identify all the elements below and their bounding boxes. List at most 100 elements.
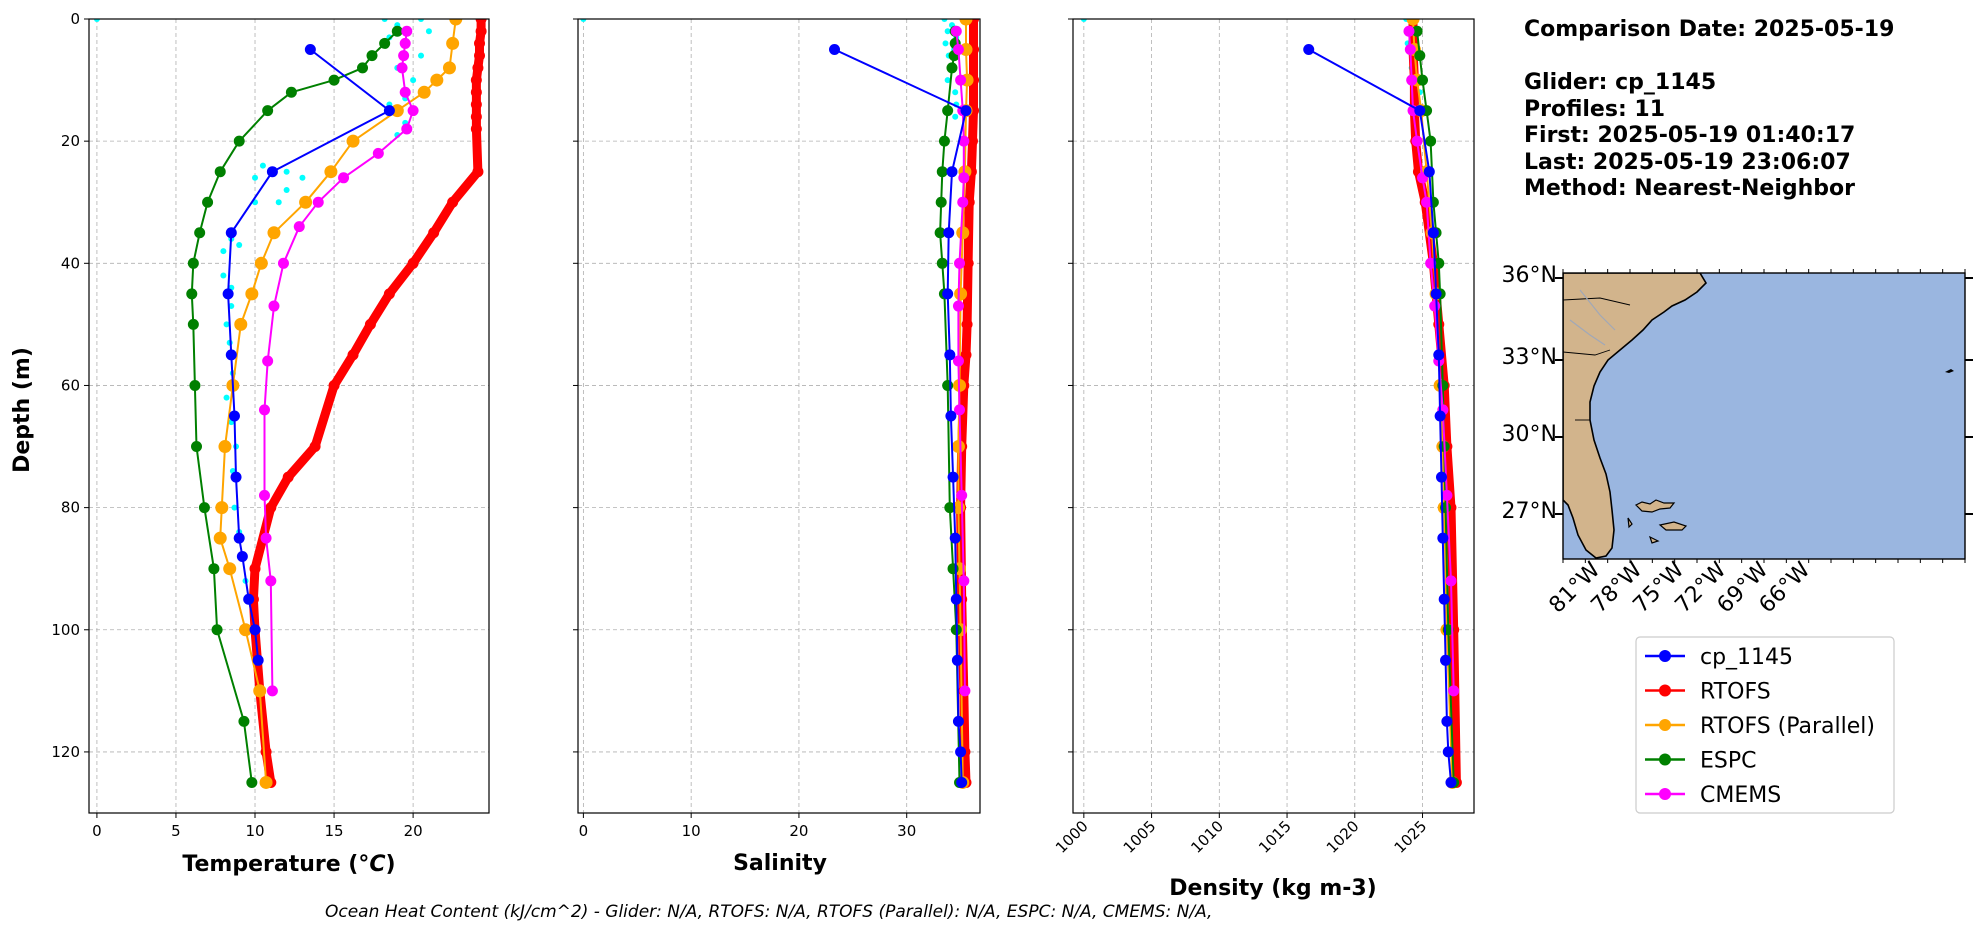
data-point [470,111,482,123]
data-point [324,165,338,179]
data-point [391,25,403,37]
data-point [304,44,316,56]
axes-frame [577,18,981,814]
panel-3: 1000 1005 1010 1015 1020 1025 [1052,18,1475,857]
data-point [1433,257,1445,269]
density-axis-label: Density (kg m-3) [1169,876,1377,901]
data-point [1445,776,1457,788]
data-point [442,61,456,75]
data-point [293,221,305,233]
lat-label: 36°N [1502,263,1557,288]
data-point [246,776,258,788]
legend: cp_1145 RTOFS RTOFS (Parallel) ESPC CMEMS [1635,636,1895,814]
data-point [959,685,971,697]
x-tick-label: 1005 [1120,817,1160,857]
data-point [470,86,482,98]
raw-glider-point [231,504,238,511]
x-tick-label: 1020 [1323,817,1363,857]
data-point [372,147,384,159]
data-point [956,226,970,240]
legend-label: ESPC [1700,749,1757,774]
data-point [954,404,966,416]
data-point [236,550,248,562]
data-point [239,623,253,637]
data-point [254,256,268,270]
data-point [952,355,964,367]
map-bermuda [1945,369,1954,373]
data-point [223,562,237,576]
data-point [230,471,242,483]
raw-glider-point [259,162,266,169]
data-point [958,172,970,184]
raw-glider-point [1080,19,1087,22]
map-lon-labels: 81°W 78°W 75°W 72°W 69°W 66°W [1545,557,1816,618]
data-point [262,105,274,117]
x-tick-label: 30 [897,822,916,840]
raw-glider-point [283,187,290,194]
x-tick-label: 10 [682,822,701,840]
data-point [1448,685,1460,697]
data-point [474,37,486,49]
raw-glider-point [944,28,951,35]
data-point [401,25,413,37]
data-point [947,563,959,575]
data-point [960,349,972,361]
data-point [428,227,440,239]
data-point [222,288,234,300]
legend-label: cp_1145 [1700,645,1793,670]
raw-glider-point [299,174,306,181]
x-tick-label: 0 [92,822,102,840]
data-point [407,105,419,117]
raw-glider-point [941,19,948,22]
data-point [945,410,957,422]
data-point [944,502,956,514]
legend-item: cp_1145 [1645,645,1793,670]
data-point [958,135,970,147]
raw-glider-point [283,168,290,175]
data-point [186,288,198,300]
data-point [213,531,227,545]
data-point [1440,654,1452,666]
glider-name: Glider: cp_1145 [1524,70,1716,95]
data-point [1442,746,1454,758]
data-point [383,288,395,300]
x-tick-label: 20 [404,822,423,840]
data-point [312,196,324,208]
y-tick-label: 0 [70,10,80,28]
plot-area [93,19,487,789]
data-point [258,489,270,501]
axes-frame [1072,18,1475,814]
data-point [955,74,967,86]
data-point [943,227,955,239]
data-point [1406,19,1420,26]
data-point [234,317,248,331]
data-point [955,746,967,758]
data-point [942,288,954,300]
data-point [949,532,961,544]
x-tick-label: 15 [325,822,344,840]
data-point [309,441,321,453]
y-tick-label: 60 [61,376,80,394]
data-point [474,50,486,62]
data-point [1437,532,1449,544]
data-point [938,135,950,147]
raw-glider-point [275,199,282,206]
data-point [1303,44,1315,56]
data-point [390,104,404,118]
data-point [1414,50,1426,62]
comparison-date: Comparison Date: 2025-05-19 [1524,17,1894,42]
legend-marker [1659,788,1671,800]
data-point [1411,135,1423,147]
data-point [228,410,240,422]
salinity-axis-label: Salinity [733,851,827,876]
legend-frame [1635,636,1895,814]
raw-glider-point [220,272,227,279]
data-point [470,123,482,135]
data-point [233,532,245,544]
data-point [260,746,272,758]
data-point [472,166,484,178]
legend-marker [1659,719,1671,731]
data-point [1417,74,1429,86]
raw-glider-point [252,174,259,181]
lat-label: 27°N [1502,499,1557,524]
